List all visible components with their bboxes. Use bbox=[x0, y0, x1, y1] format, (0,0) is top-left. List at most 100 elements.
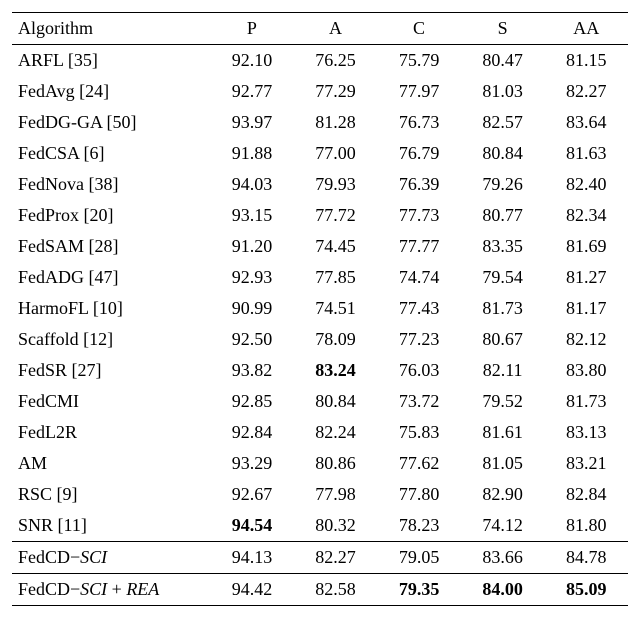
table-row: FedCSA [6]91.8877.0076.7980.8481.63 bbox=[12, 138, 628, 169]
value-cell: 79.54 bbox=[461, 262, 545, 293]
table-row: FedAvg [24]92.7777.2977.9781.0382.27 bbox=[12, 76, 628, 107]
value-cell: 94.13 bbox=[210, 542, 294, 574]
value-cell: 92.85 bbox=[210, 386, 294, 417]
value-cell: 83.80 bbox=[544, 355, 628, 386]
value-cell: 81.73 bbox=[544, 386, 628, 417]
value-cell: 77.43 bbox=[377, 293, 461, 324]
results-table: Algorithm P A C S AA ARFL [35]92.1076.25… bbox=[12, 12, 628, 606]
value-cell: 76.03 bbox=[377, 355, 461, 386]
value-cell: 80.32 bbox=[294, 510, 378, 542]
value-cell: 77.73 bbox=[377, 200, 461, 231]
value-cell: 90.99 bbox=[210, 293, 294, 324]
value-cell: 83.64 bbox=[544, 107, 628, 138]
algorithm-cell: FedSR [27] bbox=[12, 355, 210, 386]
table-row: FedL2R92.8482.2475.8381.6183.13 bbox=[12, 417, 628, 448]
value-cell: 81.05 bbox=[461, 448, 545, 479]
value-cell: 82.24 bbox=[294, 417, 378, 448]
table-row: Scaffold [12]92.5078.0977.2380.6782.12 bbox=[12, 324, 628, 355]
algorithm-cell: SNR [11] bbox=[12, 510, 210, 542]
value-cell: 93.97 bbox=[210, 107, 294, 138]
table-row: FedNova [38]94.0379.9376.3979.2682.40 bbox=[12, 169, 628, 200]
algorithm-cell: RSC [9] bbox=[12, 479, 210, 510]
table-row: FedCD−SCI94.1382.2779.0583.6684.78 bbox=[12, 542, 628, 574]
value-cell: 93.82 bbox=[210, 355, 294, 386]
algorithm-cell: FedCSA [6] bbox=[12, 138, 210, 169]
algorithm-cell: FedDG-GA [50] bbox=[12, 107, 210, 138]
value-cell: 80.86 bbox=[294, 448, 378, 479]
value-cell: 80.67 bbox=[461, 324, 545, 355]
value-cell: 91.20 bbox=[210, 231, 294, 262]
value-cell: 79.26 bbox=[461, 169, 545, 200]
value-cell: 79.05 bbox=[377, 542, 461, 574]
value-cell: 74.12 bbox=[461, 510, 545, 542]
value-cell: 81.15 bbox=[544, 45, 628, 77]
value-cell: 81.80 bbox=[544, 510, 628, 542]
value-cell: 82.90 bbox=[461, 479, 545, 510]
value-cell: 93.29 bbox=[210, 448, 294, 479]
value-cell: 81.27 bbox=[544, 262, 628, 293]
value-cell: 81.17 bbox=[544, 293, 628, 324]
value-cell: 79.93 bbox=[294, 169, 378, 200]
value-cell: 91.88 bbox=[210, 138, 294, 169]
value-cell: 82.11 bbox=[461, 355, 545, 386]
value-cell: 74.74 bbox=[377, 262, 461, 293]
value-cell: 77.98 bbox=[294, 479, 378, 510]
table-row: HarmoFL [10]90.9974.5177.4381.7381.17 bbox=[12, 293, 628, 324]
value-cell: 82.12 bbox=[544, 324, 628, 355]
algorithm-cell: HarmoFL [10] bbox=[12, 293, 210, 324]
value-cell: 83.35 bbox=[461, 231, 545, 262]
value-cell: 82.34 bbox=[544, 200, 628, 231]
value-cell: 92.84 bbox=[210, 417, 294, 448]
value-cell: 94.42 bbox=[210, 574, 294, 606]
value-cell: 81.61 bbox=[461, 417, 545, 448]
col-header-aa: AA bbox=[544, 13, 628, 45]
value-cell: 82.27 bbox=[294, 542, 378, 574]
value-cell: 80.84 bbox=[461, 138, 545, 169]
table-row: FedDG-GA [50]93.9781.2876.7382.5783.64 bbox=[12, 107, 628, 138]
value-cell: 81.63 bbox=[544, 138, 628, 169]
table-row: FedSAM [28]91.2074.4577.7783.3581.69 bbox=[12, 231, 628, 262]
col-header-a: A bbox=[294, 13, 378, 45]
value-cell: 77.29 bbox=[294, 76, 378, 107]
value-cell: 78.09 bbox=[294, 324, 378, 355]
value-cell: 84.78 bbox=[544, 542, 628, 574]
value-cell: 77.80 bbox=[377, 479, 461, 510]
col-header-p: P bbox=[210, 13, 294, 45]
value-cell: 81.69 bbox=[544, 231, 628, 262]
value-cell: 79.52 bbox=[461, 386, 545, 417]
value-cell: 77.85 bbox=[294, 262, 378, 293]
value-cell: 94.54 bbox=[210, 510, 294, 542]
value-cell: 83.13 bbox=[544, 417, 628, 448]
value-cell: 77.97 bbox=[377, 76, 461, 107]
value-cell: 84.00 bbox=[461, 574, 545, 606]
value-cell: 83.21 bbox=[544, 448, 628, 479]
value-cell: 92.10 bbox=[210, 45, 294, 77]
table-header-row: Algorithm P A C S AA bbox=[12, 13, 628, 45]
value-cell: 77.62 bbox=[377, 448, 461, 479]
algorithm-cell: FedNova [38] bbox=[12, 169, 210, 200]
value-cell: 78.23 bbox=[377, 510, 461, 542]
algorithm-cell: FedCD−SCI + REA bbox=[12, 574, 210, 606]
algorithm-cell: AM bbox=[12, 448, 210, 479]
table-row: RSC [9]92.6777.9877.8082.9082.84 bbox=[12, 479, 628, 510]
algorithm-cell: FedCD−SCI bbox=[12, 542, 210, 574]
value-cell: 83.66 bbox=[461, 542, 545, 574]
value-cell: 77.00 bbox=[294, 138, 378, 169]
value-cell: 75.79 bbox=[377, 45, 461, 77]
value-cell: 74.51 bbox=[294, 293, 378, 324]
value-cell: 80.77 bbox=[461, 200, 545, 231]
value-cell: 82.58 bbox=[294, 574, 378, 606]
table-row: FedProx [20]93.1577.7277.7380.7782.34 bbox=[12, 200, 628, 231]
value-cell: 76.39 bbox=[377, 169, 461, 200]
value-cell: 80.84 bbox=[294, 386, 378, 417]
value-cell: 94.03 bbox=[210, 169, 294, 200]
value-cell: 83.24 bbox=[294, 355, 378, 386]
table-row: ARFL [35]92.1076.2575.7980.4781.15 bbox=[12, 45, 628, 77]
col-header-algorithm: Algorithm bbox=[12, 13, 210, 45]
value-cell: 79.35 bbox=[377, 574, 461, 606]
value-cell: 93.15 bbox=[210, 200, 294, 231]
value-cell: 82.27 bbox=[544, 76, 628, 107]
table-row: FedCMI92.8580.8473.7279.5281.73 bbox=[12, 386, 628, 417]
table-row: FedADG [47]92.9377.8574.7479.5481.27 bbox=[12, 262, 628, 293]
value-cell: 76.25 bbox=[294, 45, 378, 77]
